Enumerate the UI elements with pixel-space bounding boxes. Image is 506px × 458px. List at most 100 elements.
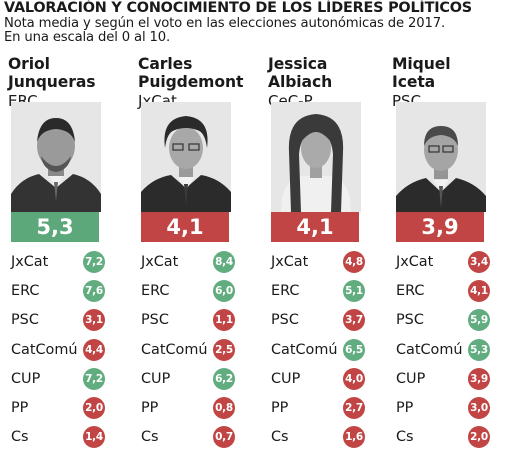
portrait-image bbox=[271, 102, 361, 212]
rating-badge: 4,4 bbox=[83, 338, 105, 361]
rating-row: PSC 3,7 bbox=[271, 309, 385, 332]
rating-badge: 4,0 bbox=[343, 367, 365, 390]
rating-badge: 3,1 bbox=[83, 309, 105, 332]
rating-badge: 6,2 bbox=[213, 367, 235, 390]
leader-first-name: Oriol bbox=[8, 55, 50, 73]
score-bar-iceta: 3,9 bbox=[396, 212, 484, 242]
rating-badge: 1,6 bbox=[343, 426, 365, 449]
score-bar-albiach: 4,1 bbox=[271, 212, 359, 242]
rating-row: CatComú 6,5 bbox=[271, 338, 385, 361]
rating-row: CatComú 5,3 bbox=[396, 338, 506, 361]
voter-party-label: ERC bbox=[141, 283, 170, 300]
rating-row: CUP 3,9 bbox=[396, 367, 506, 390]
voter-party-label: PP bbox=[141, 400, 159, 416]
portrait-image bbox=[396, 102, 486, 212]
rating-badge: 1,1 bbox=[213, 309, 235, 332]
voter-party-label: CUP bbox=[271, 370, 301, 387]
voter-party-label: JxCat bbox=[141, 254, 179, 270]
rating-row: ERC 7,6 bbox=[11, 280, 125, 303]
score-bar-puigdemont: 4,1 bbox=[141, 212, 229, 242]
rating-row: PSC 1,1 bbox=[141, 309, 255, 332]
voter-party-label: Cs bbox=[271, 429, 289, 446]
rating-row: Cs 0,7 bbox=[141, 426, 255, 449]
rating-row: PSC 3,1 bbox=[11, 309, 125, 332]
rating-row: CatComú 4,4 bbox=[11, 338, 125, 361]
rating-row: CUP 7,2 bbox=[11, 367, 125, 390]
voter-party-label: CatComú bbox=[396, 341, 463, 358]
leader-header-iceta: Miquel Iceta PSC bbox=[392, 55, 506, 110]
score-bar-junqueras: 5,3 bbox=[11, 212, 99, 242]
rating-badge: 5,9 bbox=[468, 309, 490, 332]
chart-subtitle-line-2: En una escala del 0 al 10. bbox=[4, 30, 171, 45]
voter-party-label: JxCat bbox=[11, 254, 49, 270]
voter-party-label: ERC bbox=[271, 283, 300, 300]
voter-party-label: PP bbox=[11, 400, 29, 416]
rating-row: Cs 1,6 bbox=[271, 426, 385, 449]
rating-row: PP 2,7 bbox=[271, 397, 385, 419]
voter-party-label: Cs bbox=[11, 429, 29, 446]
voter-party-label: ERC bbox=[11, 283, 40, 300]
voter-party-label: JxCat bbox=[396, 254, 434, 270]
voter-party-label: CUP bbox=[11, 370, 41, 387]
rating-row: JxCat 3,4 bbox=[396, 251, 506, 273]
rating-row: CatComú 2,5 bbox=[141, 338, 255, 361]
rating-badge: 3,0 bbox=[468, 397, 490, 419]
rating-badge: 0,7 bbox=[213, 426, 235, 449]
leader-first-name: Miquel bbox=[392, 55, 451, 73]
chart-subtitle-line-1: Nota media y según el voto en las elecci… bbox=[4, 16, 445, 31]
voter-party-label: CatComú bbox=[271, 341, 338, 358]
voter-party-label: ERC bbox=[396, 283, 425, 300]
portrait-image bbox=[11, 102, 101, 212]
voter-party-label: JxCat bbox=[271, 254, 309, 270]
leader-last-name: Iceta bbox=[392, 73, 436, 91]
rating-badge: 7,6 bbox=[83, 280, 105, 303]
voter-party-label: Cs bbox=[396, 429, 414, 446]
rating-row: PP 2,0 bbox=[11, 397, 125, 419]
leader-photo-junqueras bbox=[11, 102, 101, 212]
rating-badge: 8,4 bbox=[213, 251, 235, 273]
leader-last-name: Junqueras bbox=[8, 73, 96, 91]
voter-party-label: CUP bbox=[396, 370, 426, 387]
rating-badge: 2,7 bbox=[343, 397, 365, 419]
voter-party-label: PSC bbox=[271, 312, 299, 329]
rating-badge: 3,4 bbox=[468, 251, 490, 273]
chart-header: VALORACIÓN Y CONOCIMIENTO DE LOS LÍDERES… bbox=[4, 0, 504, 45]
rating-badge: 4,1 bbox=[468, 280, 490, 303]
rating-row: ERC 6,0 bbox=[141, 280, 255, 303]
rating-row: CUP 6,2 bbox=[141, 367, 255, 390]
leader-first-name: Jessica bbox=[268, 55, 328, 73]
rating-badge: 5,1 bbox=[343, 280, 365, 303]
leader-first-name: Carles bbox=[138, 55, 193, 73]
rating-row: PP 3,0 bbox=[396, 397, 506, 419]
rating-row: JxCat 8,4 bbox=[141, 251, 255, 273]
leader-photo-iceta bbox=[396, 102, 486, 212]
portrait-image bbox=[141, 102, 231, 212]
rating-row: Cs 2,0 bbox=[396, 426, 506, 449]
rating-row: CUP 4,0 bbox=[271, 367, 385, 390]
rating-row: PSC 5,9 bbox=[396, 309, 506, 332]
rating-badge: 1,4 bbox=[83, 426, 105, 449]
voter-party-label: Cs bbox=[141, 429, 159, 446]
voter-party-label: CatComú bbox=[141, 341, 208, 358]
rating-badge: 4,8 bbox=[343, 251, 365, 273]
rating-badge: 3,7 bbox=[343, 309, 365, 332]
rating-row: ERC 5,1 bbox=[271, 280, 385, 303]
voter-party-label: PSC bbox=[11, 312, 39, 329]
rating-row: Cs 1,4 bbox=[11, 426, 125, 449]
rating-row: ERC 4,1 bbox=[396, 280, 506, 303]
rating-badge: 6,0 bbox=[213, 280, 235, 303]
voter-party-label: CUP bbox=[141, 370, 171, 387]
voter-party-label: PSC bbox=[396, 312, 424, 329]
leader-last-name: Puigdemont bbox=[138, 73, 244, 91]
rating-row: PP 0,8 bbox=[141, 397, 255, 419]
leader-photo-albiach bbox=[271, 102, 361, 212]
rating-row: JxCat 7,2 bbox=[11, 251, 125, 273]
chart-title: VALORACIÓN Y CONOCIMIENTO DE LOS LÍDERES… bbox=[4, 0, 472, 16]
rating-badge: 7,2 bbox=[83, 367, 105, 390]
rating-badge: 2,0 bbox=[468, 426, 490, 449]
rating-badge: 7,2 bbox=[83, 251, 105, 273]
voter-party-label: CatComú bbox=[11, 341, 78, 358]
voter-party-label: PP bbox=[396, 400, 414, 416]
voter-party-label: PSC bbox=[141, 312, 169, 329]
rating-badge: 3,9 bbox=[468, 367, 490, 390]
